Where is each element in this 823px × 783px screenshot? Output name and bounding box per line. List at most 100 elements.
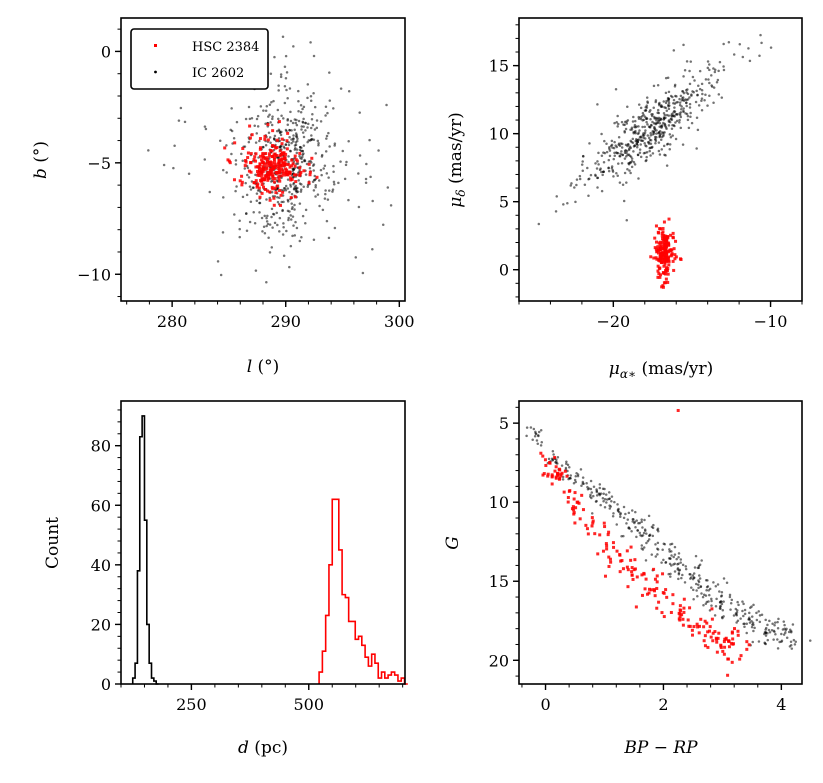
- ic2602-point: [616, 125, 619, 128]
- ic2602-point: [295, 151, 299, 155]
- ic2602-point: [244, 181, 247, 185]
- ic2602-point: [689, 111, 692, 115]
- hsc2384-point: [271, 187, 275, 191]
- ic2602-point: [284, 76, 288, 80]
- ic2602-point: [275, 211, 278, 215]
- ic2602-point: [320, 173, 323, 177]
- ic2602-point: [683, 581, 687, 584]
- ic2602-point: [776, 620, 779, 624]
- hsc2384-point: [290, 158, 294, 162]
- ic2602-point: [790, 647, 794, 650]
- ic2602-point: [293, 128, 296, 132]
- ic2602-point: [700, 559, 703, 562]
- ic2602-point: [300, 160, 304, 164]
- hsc2384-point: [711, 631, 715, 635]
- ic2602-point: [610, 495, 614, 498]
- ic2602-point: [249, 188, 253, 191]
- ic2602-point: [717, 93, 721, 96]
- hsc2384-point: [649, 588, 653, 592]
- ic2602-point: [792, 638, 796, 642]
- hsc2384-point: [655, 250, 659, 254]
- ic2602-point: [324, 114, 327, 117]
- ic2602-point: [290, 129, 293, 132]
- ic2602-point: [277, 128, 281, 132]
- y-tick-label: 5: [499, 193, 509, 212]
- hsc2384-point: [659, 273, 663, 277]
- ic2602-point: [635, 535, 638, 539]
- ic2602-point: [294, 147, 297, 150]
- hsc2384-point: [667, 255, 671, 259]
- ic2602-point: [644, 117, 648, 121]
- hsc2384-point: [640, 593, 644, 597]
- hsc2384-point: [286, 173, 290, 177]
- ic2602-point: [615, 151, 619, 155]
- ic2602-point: [595, 499, 598, 503]
- ic2602-point: [622, 516, 626, 520]
- ic2602-point: [300, 188, 303, 191]
- ic2602-point: [757, 610, 760, 613]
- ic2602-point: [386, 186, 390, 189]
- ic2602-point: [668, 147, 671, 151]
- axes-frame-pm: [518, 17, 803, 302]
- ic2602-point: [651, 152, 655, 155]
- hsc2384-point: [280, 159, 284, 163]
- hsc2384-point: [731, 637, 735, 641]
- ic2602-point: [537, 222, 541, 226]
- ylabel-dist: Count: [43, 517, 63, 569]
- ic2602-point: [625, 122, 629, 125]
- ic2602-point: [771, 622, 774, 626]
- ic2602-point: [776, 627, 780, 630]
- hsc2384-point: [272, 144, 276, 148]
- hsc2384-point: [275, 138, 279, 142]
- hsc2384-point: [293, 173, 297, 177]
- y-tick-label: 0: [101, 42, 111, 61]
- ic2602-point: [279, 73, 283, 76]
- hsc2384-point: [544, 464, 548, 468]
- ic2602-point: [698, 577, 702, 580]
- hsc2384-point: [663, 262, 667, 266]
- ylabel-cmd: G: [443, 536, 463, 550]
- hsc2384-point: [566, 500, 570, 504]
- hsc2384-point: [257, 165, 261, 169]
- ic2602-point: [278, 230, 281, 233]
- ic2602-point: [636, 143, 639, 147]
- ic2602-point: [636, 529, 640, 532]
- ic2602-point: [640, 520, 643, 524]
- hsc2384-point: [655, 580, 659, 584]
- hsc2384-point: [721, 649, 725, 653]
- hsc2384-point: [293, 164, 297, 168]
- ic2602-point: [261, 230, 264, 233]
- ic2602-point: [682, 43, 685, 47]
- hsc2384-point: [258, 162, 262, 166]
- ic2602-point: [600, 154, 604, 157]
- y-tick-label: 40: [91, 556, 111, 575]
- ic2602-point: [650, 553, 654, 556]
- hsc2384-point: [298, 151, 302, 155]
- ic2602-point: [328, 71, 331, 74]
- hsc2384-point: [629, 545, 633, 549]
- hsc2384-point: [645, 592, 649, 596]
- ic2602-point: [574, 475, 578, 478]
- ic2602-point: [268, 113, 271, 116]
- ic2602-point: [769, 46, 773, 49]
- ic2602-point: [654, 138, 657, 141]
- ic2602-point: [782, 620, 786, 623]
- ic2602-point: [262, 225, 266, 228]
- hsc2384-point: [260, 191, 264, 195]
- hsc2384-point: [556, 473, 560, 477]
- ic2602-point: [616, 509, 620, 513]
- ic2602-point: [347, 140, 350, 143]
- ic2602-point: [667, 101, 671, 105]
- ic2602-point: [292, 134, 295, 137]
- ic2602-point: [333, 226, 337, 230]
- ic2602-point: [667, 90, 671, 94]
- ic2602-point: [260, 216, 264, 220]
- hsc2384-point: [265, 162, 269, 166]
- y-tick-label: −5: [87, 154, 111, 173]
- ic2602-point: [328, 145, 331, 148]
- ic2602-point: [632, 150, 635, 153]
- hsc2384-point: [270, 170, 274, 174]
- ic2602-point: [301, 155, 304, 159]
- ic2602-point: [325, 219, 329, 223]
- hsc2384-point: [258, 147, 262, 151]
